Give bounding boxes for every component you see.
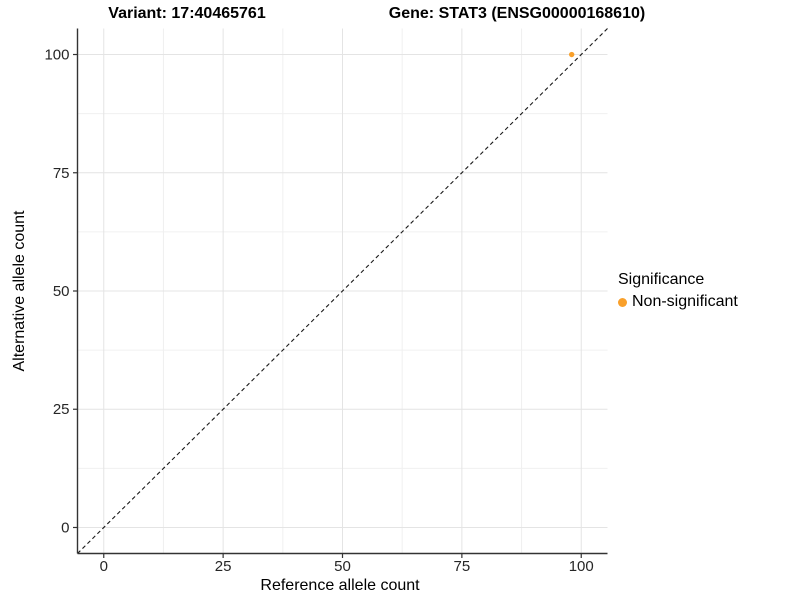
non-significant-dot-icon — [618, 297, 627, 307]
y-tick-label: 25 — [53, 401, 70, 418]
gene-title: Gene: STAT3 (ENSG00000168610) — [388, 5, 646, 22]
x-tick-label: 25 — [215, 558, 232, 575]
legend-item-label: Non-significant — [632, 293, 738, 310]
x-tick-label: 50 — [334, 558, 351, 575]
data-point — [568, 51, 575, 58]
x-axis-title: Reference allele count — [260, 577, 420, 594]
y-axis-title: Alternative allele count — [11, 210, 28, 372]
legend: Significance Non-significant — [618, 271, 738, 311]
variant-title: Variant: 17:40465761 — [108, 5, 266, 22]
x-tick-label: 75 — [454, 558, 471, 575]
y-tick-label: 100 — [44, 47, 69, 64]
x-tick-label: 0 — [100, 558, 108, 575]
y-tick-label: 75 — [53, 165, 70, 182]
y-tick-label: 50 — [53, 283, 70, 300]
x-tick-label: 100 — [569, 558, 594, 575]
legend-title: Significance — [618, 271, 705, 288]
y-tick-label: 0 — [61, 519, 69, 536]
identity-dashed-line — [77, 28, 608, 554]
legend-item-non-significant: Non-significant — [618, 293, 738, 311]
